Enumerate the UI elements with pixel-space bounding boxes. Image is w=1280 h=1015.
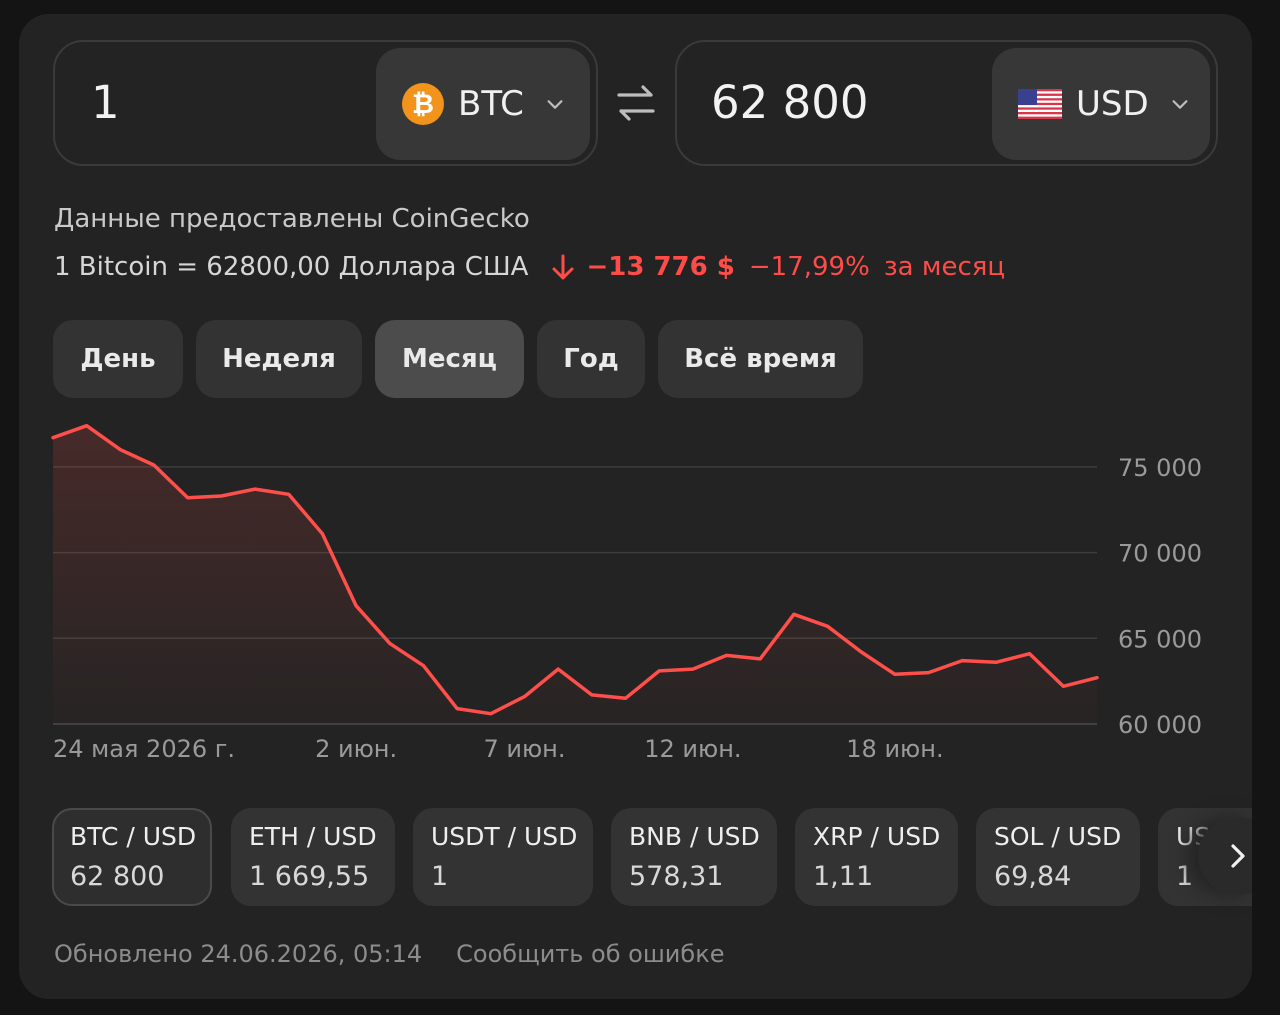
pair-card-bnb-usd[interactable]: BNB / USD 578,31 [611,808,777,906]
pair-card-eth-usd[interactable]: ETH / USD 1 669,55 [231,808,395,906]
rate-line: 1 Bitcoin = 62800,00 Доллара США −13 776… [54,252,1005,282]
period-tabs: День Неделя Месяц Год Всё время [53,320,876,398]
converter-card: 1 ₿ BTC 62 800 [19,14,1252,999]
arrow-down-icon [552,254,574,280]
to-amount-box[interactable]: 62 800 USD [675,40,1218,166]
chevron-down-icon [547,100,563,109]
y-tick-label: 65 000 [1118,625,1202,653]
from-currency-code: BTC [458,84,524,124]
x-tick-label: 2 июн. [315,735,397,763]
pair-value: 1 669,55 [249,861,370,892]
chevron-down-icon [1172,100,1188,109]
to-amount-input[interactable]: 62 800 [711,76,869,129]
updated-timestamp: Обновлено 24.06.2026, 05:14 [54,940,423,968]
x-tick-label: 24 мая 2026 г. [53,735,235,763]
pair-name: XRP / USD [813,822,941,851]
pair-card-usdt-usd[interactable]: USDT / USD 1 [413,808,593,906]
x-tick-label: 18 июн. [846,735,943,763]
to-currency-code: USD [1076,84,1149,124]
change-percent: −17,99% [748,252,870,282]
footer: Обновлено 24.06.2026, 05:14 Сообщить об … [54,940,724,968]
chevron-right-icon [1231,844,1245,868]
pair-value: 62 800 [70,861,165,892]
chart-series-line [51,423,1099,716]
pair-card-xrp-usd[interactable]: XRP / USD 1,11 [795,808,958,906]
tab-year[interactable]: Год [537,320,645,398]
scroll-next-button[interactable] [1198,817,1252,895]
tab-month[interactable]: Месяц [375,320,524,398]
tab-day[interactable]: День [53,320,183,398]
pair-name: SOL / USD [994,822,1122,851]
report-error-link[interactable]: Сообщить об ошибке [456,940,725,968]
pair-value: 1 [1176,861,1194,892]
pair-card-sol-usd[interactable]: SOL / USD 69,84 [976,808,1140,906]
data-source-text: Данные предоставлены CoinGecko [54,204,530,234]
from-amount-input[interactable]: 1 [91,76,120,129]
us-flag-icon [1018,89,1062,119]
tab-all-time[interactable]: Всё время [658,320,863,398]
pair-name: USDT / USD [431,822,578,851]
currency-pairs-list: BTC / USD 62 800 ETH / USD 1 669,55 USDT… [52,808,1252,908]
change-period: за месяц [883,252,1006,282]
x-tick-label: 12 июн. [644,735,741,763]
y-tick-label: 60 000 [1118,711,1202,739]
tab-week[interactable]: Неделя [196,320,362,398]
pair-name: BTC / USD [70,822,197,851]
y-tick-label: 70 000 [1118,540,1202,568]
y-tick-label: 75 000 [1118,454,1202,482]
bitcoin-coin-icon: ₿ [402,83,444,125]
rate-text: 1 Bitcoin = 62800,00 Доллара США [54,252,529,282]
pair-value: 1 [431,861,449,892]
x-tick-label: 7 июн. [483,735,565,763]
swap-arrows-icon[interactable] [613,80,659,126]
change-absolute: −13 776 $ [586,252,735,282]
pair-value: 578,31 [629,861,724,892]
pair-name: ETH / USD [249,822,377,851]
from-currency-select[interactable]: ₿ BTC [376,48,590,160]
pair-value: 69,84 [994,861,1072,892]
pair-card-btc-usd[interactable]: BTC / USD 62 800 [52,808,212,906]
from-amount-box[interactable]: 1 ₿ BTC [53,40,598,166]
to-currency-select[interactable]: USD [992,48,1210,160]
chart-area-fill [53,425,1097,724]
pair-value: 1,11 [813,861,874,892]
pair-name: BNB / USD [629,822,760,851]
